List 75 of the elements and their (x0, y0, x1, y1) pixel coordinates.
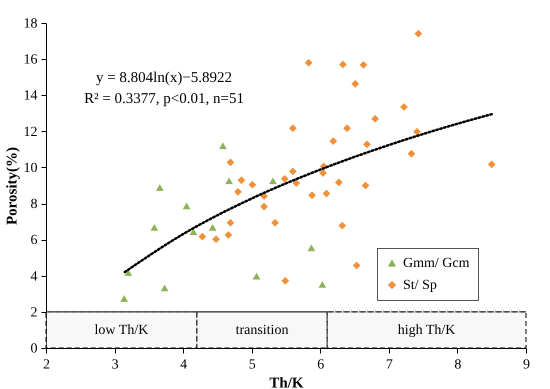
point (226, 218, 234, 227)
y-tick-label: 8 (30, 197, 38, 212)
legend-label: St/ Sp (403, 278, 437, 293)
band-label: transition (236, 322, 288, 338)
point (338, 222, 346, 230)
y-tick-label: 12 (24, 124, 38, 140)
point (408, 150, 416, 158)
annotation: R² = 0.3377, p<0.01, n=51 (84, 91, 244, 107)
y-tick-label: 14 (24, 88, 38, 104)
point (308, 244, 316, 252)
point (212, 235, 220, 244)
point (156, 184, 164, 191)
point (226, 158, 234, 166)
y-tick-label: 0 (30, 342, 38, 356)
x-tick-label: 2 (43, 358, 50, 372)
point (120, 295, 128, 302)
annotation: y = 8.804ln(x)−5.8922 (96, 70, 232, 86)
y-tick-label: 2 (30, 305, 38, 320)
point (288, 168, 297, 176)
y-axis-title: Porosity(%) (4, 146, 20, 226)
point (280, 174, 288, 183)
y-tick-label: 18 (24, 16, 38, 32)
point (248, 180, 256, 189)
point (260, 202, 268, 210)
point (414, 30, 422, 38)
point (190, 228, 198, 236)
point (362, 182, 370, 190)
x-tick-label: 6 (317, 358, 324, 372)
legend-label: Gmm/ Gcm (403, 256, 470, 271)
point (288, 124, 297, 132)
point (224, 231, 232, 239)
point (182, 202, 190, 210)
y-tick-label: 16 (24, 52, 38, 68)
x-tick-label: 5 (248, 358, 256, 372)
band-label: high Th/K (398, 322, 456, 338)
y-tick-label: 4 (30, 269, 38, 284)
point (343, 124, 351, 132)
point (363, 140, 371, 148)
band-label: low Th/K (94, 322, 148, 338)
point (225, 177, 233, 184)
point (352, 262, 360, 270)
point (160, 284, 168, 292)
point (271, 218, 279, 227)
point (488, 160, 496, 168)
x-axis-title: Th/K (269, 376, 304, 389)
point (292, 179, 300, 188)
point (318, 281, 326, 288)
point (304, 58, 312, 67)
point (308, 191, 316, 200)
point (319, 169, 327, 177)
point (219, 142, 227, 150)
x-tick-label: 3 (112, 358, 119, 372)
point (269, 177, 277, 184)
point (234, 188, 242, 196)
y-tick-label: 6 (30, 233, 38, 248)
point (281, 276, 290, 285)
point (413, 128, 421, 136)
point (238, 176, 246, 184)
point (198, 232, 206, 240)
point (360, 61, 368, 69)
point (252, 272, 260, 280)
y-tick-label: 10 (24, 160, 38, 176)
x-tick-label: 8 (454, 358, 462, 372)
x-tick-label: 9 (523, 358, 530, 372)
point (339, 60, 347, 68)
point (351, 80, 360, 88)
x-tick-label: 4 (180, 358, 188, 372)
x-tick-label: 7 (386, 358, 393, 372)
point (150, 224, 158, 231)
point (400, 103, 408, 111)
point (371, 114, 380, 123)
point (329, 137, 338, 145)
point (334, 178, 343, 186)
point (322, 190, 330, 198)
point (208, 224, 216, 231)
